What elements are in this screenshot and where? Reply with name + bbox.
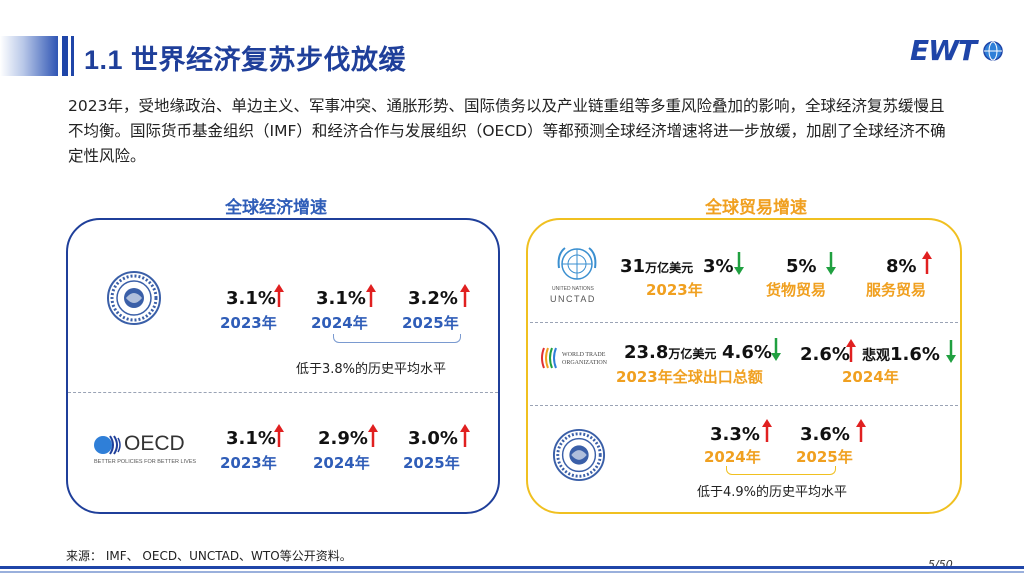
wto-amount-pct: 4.6%: [722, 342, 772, 363]
arrow-up-icon: [460, 284, 470, 307]
page-title: 1.1 世界经济复苏步伐放缓: [84, 45, 407, 75]
unctad-small-text: UNITED NATIONS: [552, 286, 594, 292]
imf-trade-note: 低于4.9%的历史平均水平: [697, 485, 848, 500]
arrow-down-icon: [826, 252, 836, 275]
wto-export-label: 2023年全球出口总额: [616, 368, 763, 386]
unctad-amount-pct: 3%: [703, 256, 734, 277]
divider: [68, 392, 498, 393]
oecd-mark-icon: [94, 435, 121, 455]
wto-pessimistic-value: 1.6%: [890, 344, 940, 365]
arrow-up-icon: [856, 419, 866, 442]
imf-seal-icon: [107, 271, 161, 325]
bracket: [726, 466, 836, 475]
ewt-logo-text: EWT: [910, 34, 977, 67]
unctad-logo: UNITED NATIONS UNCTAD: [548, 244, 606, 310]
header-accent-bar: [62, 36, 68, 76]
wto-2024-value: 2.6%: [800, 344, 850, 365]
oecd-2023-year: 2023年: [220, 454, 277, 472]
services-trade-label: 服务贸易: [866, 281, 927, 299]
imf-2024-year: 2024年: [311, 314, 368, 332]
wto-logo: WORLD TRADE ORGANIZATION: [540, 346, 612, 374]
imf-seal-icon: [552, 428, 606, 482]
goods-trade-label: 货物贸易: [766, 281, 827, 299]
ewt-logo: EWT: [910, 34, 1006, 68]
services-trade-value: 8%: [886, 256, 917, 277]
arrow-up-icon: [274, 424, 284, 447]
wto-emblem-icon: [541, 347, 557, 369]
oecd-logo: OECD BETTER POLICIES FOR BETTER LIVES: [94, 432, 197, 472]
unctad-logo-text: UNCTAD: [550, 294, 596, 304]
goods-trade-value: 5%: [786, 256, 817, 277]
arrow-up-icon: [274, 284, 284, 307]
arrow-up-icon: [846, 339, 856, 362]
unctad-amount-unit: 万亿美元: [645, 261, 694, 275]
imf-2023-year: 2023年: [220, 314, 277, 332]
bracket: [333, 334, 461, 343]
oecd-2024-value: 2.9%: [318, 428, 368, 449]
unctad-year: 2023年: [646, 281, 703, 299]
arrow-up-icon: [922, 251, 932, 274]
imf-trade-2025-value: 3.6%: [800, 424, 850, 445]
imf-2023-value: 3.1%: [226, 288, 276, 309]
page-number: 5/50: [928, 558, 953, 571]
divider: [530, 405, 958, 406]
unctad-amount-value: 31: [620, 256, 646, 277]
wto-amount: 23.8万亿美元: [624, 342, 716, 363]
imf-trade-2025-year: 2025年: [796, 448, 853, 466]
imf-note: 低于3.8%的历史平均水平: [296, 362, 447, 377]
imf-2024-value: 3.1%: [316, 288, 366, 309]
oecd-2025-year: 2025年: [403, 454, 460, 472]
global-growth-title: 全球经济增速: [225, 198, 327, 218]
oecd-tagline: BETTER POLICIES FOR BETTER LIVES: [94, 459, 197, 465]
oecd-2025-value: 3.0%: [408, 428, 458, 449]
oecd-2023-value: 3.1%: [226, 428, 276, 449]
wto-logo-text: WORLD TRADE ORGANIZATION: [562, 352, 607, 366]
global-trade-panel: [526, 218, 962, 514]
wto-amount-unit: 万亿美元: [668, 347, 717, 361]
imf-trade-2024-year: 2024年: [704, 448, 761, 466]
header-gradient-bar: [0, 36, 58, 76]
unctad-amount: 31万亿美元: [620, 256, 693, 277]
wto-amount-value: 23.8: [624, 342, 669, 363]
footer-line-light: [0, 571, 1024, 573]
arrow-up-icon: [368, 424, 378, 447]
header-accent-bar-thin: [71, 36, 74, 76]
oecd-2024-year: 2024年: [313, 454, 370, 472]
source-note: 来源： IMF、 OECD、UNCTAD、WTO等公开资料。: [66, 549, 352, 563]
divider: [530, 322, 958, 323]
arrow-up-icon: [366, 284, 376, 307]
arrow-down-icon: [771, 338, 781, 361]
intro-paragraph: 2023年，受地缘政治、单边主义、军事冲突、通胀形势、国际债务以及产业链重组等多…: [68, 97, 946, 165]
wto-2024-year: 2024年: [842, 368, 899, 386]
un-emblem-icon: [557, 247, 597, 280]
global-trade-title: 全球贸易增速: [705, 198, 807, 218]
wto-pessimistic: 悲观1.6%: [862, 344, 940, 365]
arrow-up-icon: [762, 419, 772, 442]
arrow-down-icon: [734, 252, 744, 275]
footer-line: [0, 566, 1024, 569]
arrow-down-icon: [946, 340, 956, 363]
wto-pessimistic-label: 悲观: [862, 348, 890, 364]
imf-trade-2024-value: 3.3%: [710, 424, 760, 445]
globe-icon: [983, 41, 1003, 61]
arrow-up-icon: [460, 424, 470, 447]
imf-2025-year: 2025年: [402, 314, 459, 332]
imf-2025-value: 3.2%: [408, 288, 458, 309]
oecd-logo-text: OECD: [124, 432, 185, 455]
global-growth-panel: [66, 218, 500, 514]
